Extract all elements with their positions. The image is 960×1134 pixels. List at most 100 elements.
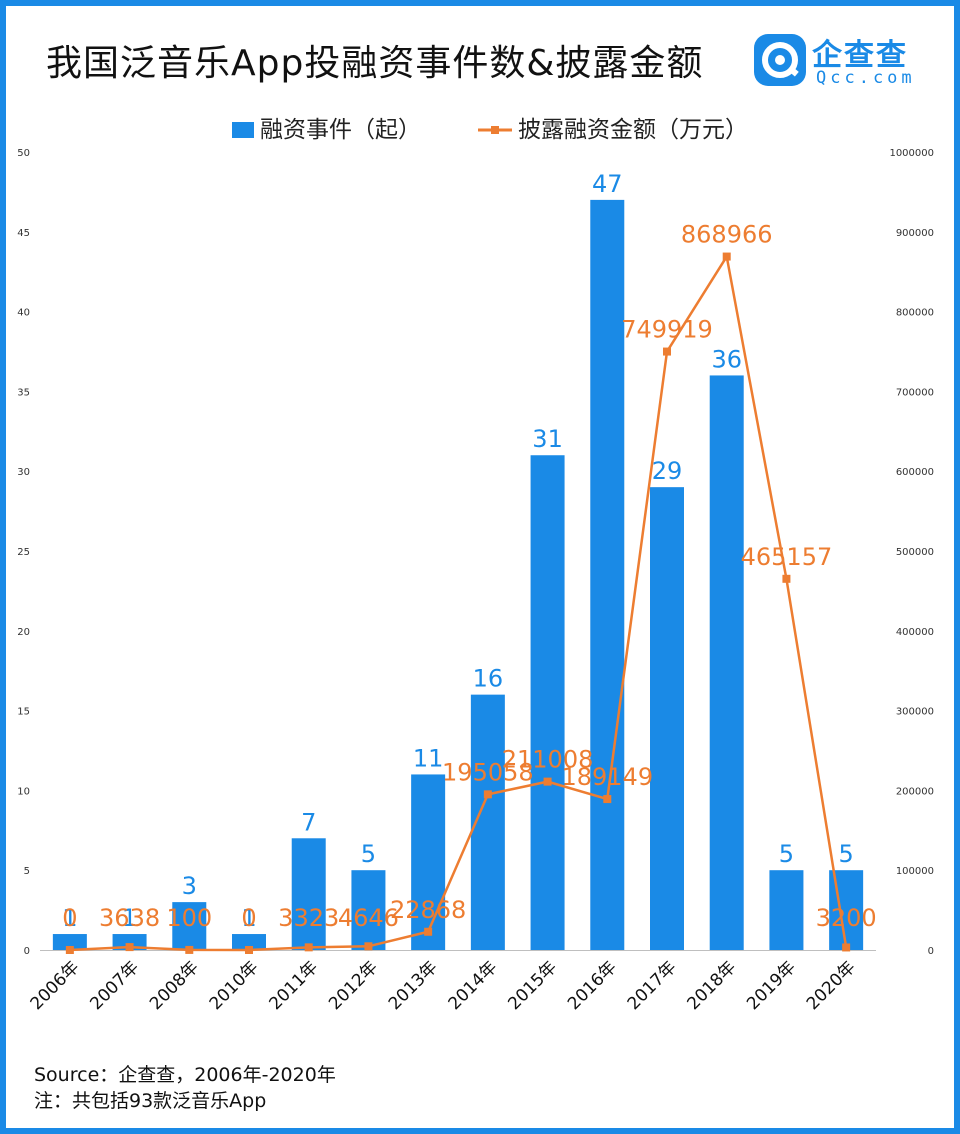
bar (172, 902, 207, 950)
bar-data-label: 1 (122, 904, 137, 932)
bar-data-label: 5 (839, 840, 854, 868)
line-point (483, 790, 492, 799)
legend-line-label: 披露融资金额（万元） (518, 117, 748, 143)
y-left-tick-label: 45 (17, 228, 30, 239)
bar-data-label: 1 (62, 904, 77, 932)
bar-data-label: 16 (473, 665, 504, 693)
y-left-tick-label: 25 (17, 547, 30, 558)
legend-bar-label: 融资事件（起） (260, 117, 421, 143)
line-data-label: 195058 (442, 758, 534, 786)
line-data-label: 3200 (816, 904, 877, 932)
bar (411, 774, 446, 950)
bar-data-label: 5 (779, 840, 794, 868)
x-tick-label: 2008年 (146, 957, 203, 1014)
y-right-tick-label: 300000 (896, 707, 934, 718)
line-data-label: 3323 (278, 904, 339, 932)
y-right-tick-label: 600000 (896, 467, 934, 478)
bar (112, 934, 147, 950)
x-tick-label: 2019年 (743, 957, 800, 1014)
legend-bar-swatch (232, 122, 254, 138)
bar-data-label: 5 (361, 840, 376, 868)
line-data-label: 0 (62, 904, 77, 932)
logo-sub: Qcc.com (816, 68, 916, 88)
qcc-logo-icon (754, 34, 806, 86)
legend-bar: 融资事件（起） (232, 110, 421, 144)
bar (590, 199, 625, 950)
y-left-tick-label: 40 (17, 308, 30, 319)
chart-title: 我国泛音乐App投融资事件数&披露金额 (46, 43, 704, 84)
line-point (245, 946, 253, 954)
y-left-tick-label: 20 (17, 627, 30, 638)
qcc-logo: 企查查 Qcc.com (752, 30, 922, 94)
line-data-label: 3638 (99, 904, 160, 932)
line-data-label: 0 (241, 904, 256, 932)
bar (769, 870, 804, 950)
line-point (364, 942, 373, 951)
line-point (603, 795, 612, 804)
bar-data-label: 3 (182, 872, 197, 900)
line-data-label: 211008 (502, 746, 594, 774)
line-point (543, 777, 552, 786)
line-data-label: 465157 (741, 543, 833, 571)
line-point (65, 946, 74, 954)
bar-data-label: 36 (711, 345, 742, 373)
bar (351, 870, 386, 950)
x-tick-label: 2006年 (27, 957, 84, 1014)
y-right-tick-label: 1000000 (889, 148, 934, 159)
bar-data-label: 31 (532, 425, 563, 453)
y-right-tick-label: 200000 (896, 786, 934, 797)
bar-data-label: 7 (301, 808, 316, 836)
x-tick-label: 2017年 (624, 957, 681, 1014)
x-tick-label: 2020年 (803, 957, 860, 1014)
x-tick-label: 2013年 (385, 957, 442, 1014)
line-point (185, 945, 194, 954)
y-right-tick-label: 100000 (896, 866, 934, 877)
y-right-tick-label: 0 (928, 946, 934, 957)
bar-data-label: 29 (652, 457, 683, 485)
bar (291, 838, 326, 950)
x-tick-label: 2012年 (325, 957, 382, 1014)
line-data-label: 4646 (338, 904, 399, 932)
chart-svg: 0510152025303540455001000002000003000004… (17, 148, 934, 1014)
bar-data-label: 47 (592, 170, 623, 198)
line-point (663, 347, 671, 356)
bar (530, 455, 565, 950)
legend-line-swatch (478, 126, 512, 134)
line-data-label: 22868 (390, 896, 466, 924)
footer-source: Source：企查查，2006年-2020年 (34, 1064, 336, 1086)
y-right-tick-label: 800000 (896, 308, 934, 319)
bar (52, 934, 87, 950)
x-tick-label: 2007年 (86, 957, 143, 1014)
y-right-tick-label: 500000 (896, 547, 934, 558)
line-data-label: 868966 (681, 221, 773, 249)
y-left-tick-label: 0 (24, 946, 30, 957)
footer: Source：企查查，2006年-2020年 注：共包括93款泛音乐App (34, 1062, 336, 1114)
y-right-tick-label: 900000 (896, 228, 934, 239)
y-left-tick-label: 50 (17, 148, 30, 159)
line-point (304, 943, 313, 952)
bar-data-label: 1 (241, 904, 256, 932)
y-left-tick-label: 30 (17, 467, 30, 478)
line-point (782, 574, 791, 583)
line-data-label: 100 (166, 904, 212, 932)
line-data-label: 749919 (621, 316, 713, 344)
line-point (842, 943, 851, 952)
bar (650, 487, 684, 950)
footer-note: 注：共包括93款泛音乐App (34, 1090, 267, 1112)
x-tick-label: 2014年 (445, 957, 502, 1014)
y-left-tick-label: 15 (17, 707, 30, 718)
bar-data-label: 11 (413, 744, 444, 772)
bar (232, 934, 266, 950)
y-left-tick-label: 35 (17, 387, 30, 398)
line-point (125, 943, 134, 952)
line-data-label: 189149 (561, 763, 653, 791)
logo-text: 企查查 (812, 38, 908, 73)
y-right-tick-label: 400000 (896, 627, 934, 638)
line-point (722, 252, 731, 261)
x-tick-label: 2011年 (265, 957, 322, 1014)
y-left-tick-label: 5 (24, 866, 30, 877)
line-point (424, 927, 433, 936)
x-tick-label: 2018年 (683, 957, 740, 1014)
y-left-tick-label: 10 (17, 786, 30, 797)
legend: 融资事件（起） 披露融资金额（万元） (0, 110, 960, 143)
